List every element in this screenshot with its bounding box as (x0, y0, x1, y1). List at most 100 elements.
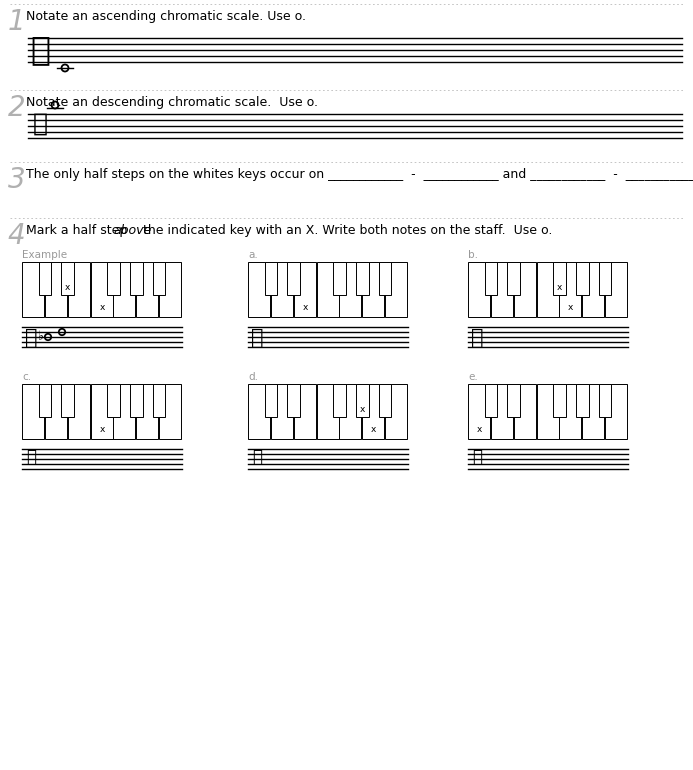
Text: the indicated key with an X. Write both notes on the staff.  Use o.: the indicated key with an X. Write both … (139, 224, 553, 237)
Bar (294, 384, 316, 439)
Text: x: x (302, 303, 308, 313)
Bar (91, 262, 112, 317)
Bar (68, 384, 89, 439)
Bar (553, 384, 565, 417)
Text: 𝄞: 𝄞 (25, 329, 37, 349)
Bar (39, 262, 51, 295)
Bar (130, 262, 143, 295)
Text: x: x (65, 283, 71, 292)
Bar (39, 384, 51, 417)
Text: Example: Example (22, 250, 67, 260)
Text: The only half steps on the whites keys occur on ____________  -  ____________ an: The only half steps on the whites keys o… (26, 168, 693, 181)
Text: ♭: ♭ (38, 330, 44, 343)
Bar (514, 262, 536, 317)
Text: 𝄞: 𝄞 (471, 329, 483, 349)
Text: c.: c. (22, 372, 31, 382)
Bar (507, 384, 520, 417)
Bar (317, 384, 338, 439)
Bar (536, 262, 559, 317)
Bar (356, 262, 369, 295)
Text: 3: 3 (8, 166, 26, 194)
Bar (317, 262, 338, 317)
Bar (153, 262, 166, 295)
Bar (599, 262, 611, 295)
Bar (114, 384, 135, 439)
Bar (468, 384, 490, 439)
Bar (114, 262, 135, 317)
Text: b.: b. (468, 250, 478, 260)
Bar (559, 384, 581, 439)
Text: Notate an ascending chromatic scale. Use o.: Notate an ascending chromatic scale. Use… (26, 10, 306, 23)
Bar (582, 384, 604, 439)
Bar (385, 384, 407, 439)
Text: 𝄢: 𝄢 (472, 448, 482, 466)
Bar (599, 384, 611, 417)
Bar (536, 384, 559, 439)
Text: x: x (371, 426, 376, 434)
Text: 𝄞: 𝄞 (251, 329, 263, 349)
Bar (576, 262, 588, 295)
Bar (288, 262, 300, 295)
Text: 𝄢: 𝄢 (33, 112, 48, 136)
Bar (62, 384, 74, 417)
Text: 𝄢: 𝄢 (26, 448, 36, 466)
Bar (153, 384, 166, 417)
Bar (484, 262, 497, 295)
Bar (559, 262, 581, 317)
Text: x: x (360, 404, 365, 413)
Text: 2: 2 (8, 94, 26, 122)
Bar (91, 384, 112, 439)
Text: 1: 1 (8, 8, 26, 36)
Bar (45, 262, 67, 317)
Bar (514, 384, 536, 439)
Bar (271, 262, 293, 317)
Bar (22, 262, 44, 317)
Bar (159, 262, 181, 317)
Bar (362, 384, 384, 439)
Bar (333, 384, 346, 417)
Text: Mark a half step: Mark a half step (26, 224, 131, 237)
Bar (379, 384, 392, 417)
Bar (265, 262, 277, 295)
Text: 𝄞: 𝄞 (30, 34, 50, 66)
Bar (553, 262, 565, 295)
Bar (507, 262, 520, 295)
Bar (484, 384, 497, 417)
Bar (265, 384, 277, 417)
Bar (356, 384, 369, 417)
Text: x: x (477, 426, 482, 434)
Bar (248, 262, 270, 317)
Bar (379, 262, 392, 295)
Bar (582, 262, 604, 317)
Bar (605, 262, 627, 317)
Bar (576, 384, 588, 417)
Bar (271, 384, 293, 439)
Bar (605, 384, 627, 439)
Bar (491, 384, 513, 439)
Bar (107, 262, 120, 295)
Bar (159, 384, 181, 439)
Bar (288, 384, 300, 417)
Text: a.: a. (248, 250, 258, 260)
Bar (137, 262, 158, 317)
Bar (340, 262, 361, 317)
Bar (22, 384, 44, 439)
Bar (248, 384, 270, 439)
Text: 𝄢: 𝄢 (252, 448, 262, 466)
Text: x: x (568, 303, 574, 313)
Bar (68, 262, 89, 317)
Bar (137, 384, 158, 439)
Bar (468, 262, 490, 317)
Text: x: x (556, 283, 562, 292)
Bar (340, 384, 361, 439)
Text: 4: 4 (8, 222, 26, 250)
Bar (62, 262, 74, 295)
Text: above: above (114, 224, 152, 237)
Text: x: x (99, 303, 105, 313)
Bar (45, 384, 67, 439)
Bar (385, 262, 407, 317)
Text: x: x (99, 426, 105, 434)
Bar (130, 384, 143, 417)
Text: Notate an descending chromatic scale.  Use o.: Notate an descending chromatic scale. Us… (26, 96, 318, 109)
Bar (294, 262, 316, 317)
